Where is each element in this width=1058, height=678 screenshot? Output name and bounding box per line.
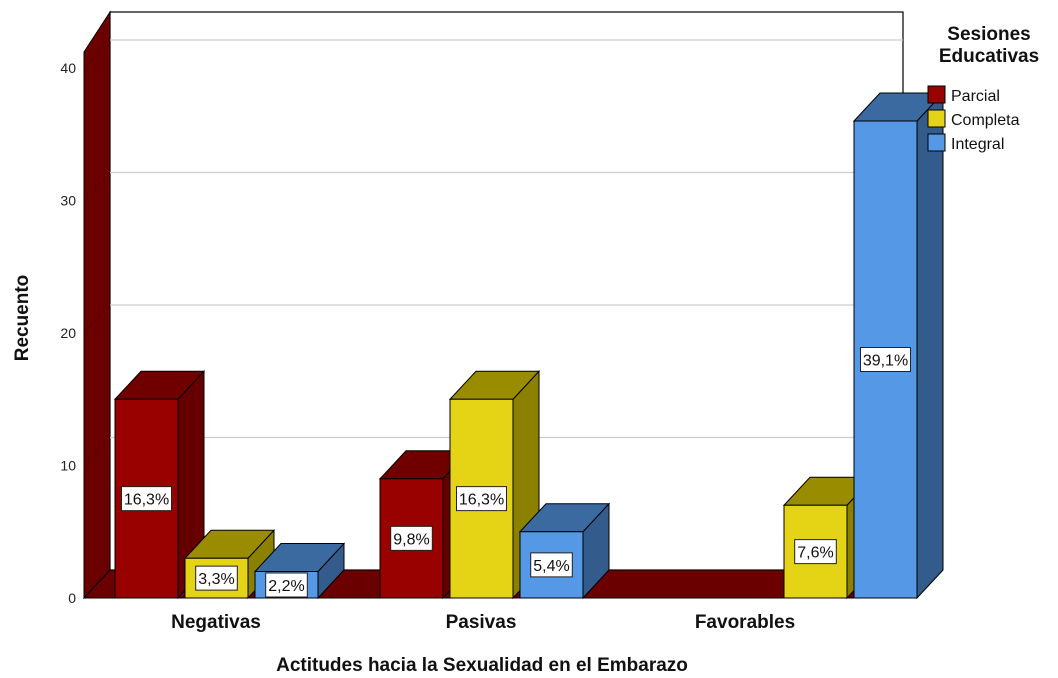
gridline-wall: [83, 304, 111, 334]
x-tick-label-favorables: Favorables: [695, 612, 795, 633]
legend-label: Parcial: [951, 88, 1000, 105]
legend-title: Educativas: [939, 46, 1039, 67]
legend-swatch: [927, 133, 946, 152]
data-label-box: [390, 525, 433, 551]
x-tick-label-negativas: Negativas: [171, 612, 261, 633]
y-tick-label: 0: [68, 590, 76, 606]
data-label-text: 9,8%: [393, 531, 429, 548]
gridlines: [83, 39, 903, 466]
data-label-box: [121, 486, 172, 512]
bar-integral-favorables: [852, 91, 945, 600]
data-label-box: [860, 347, 911, 372]
x-axis-title: Actitudes hacia la Sexualidad en el Emba…: [276, 655, 688, 676]
gridline-wall: [83, 172, 111, 201]
data-label-text: 16,3%: [459, 492, 504, 509]
data-labels: 16,3% 3,3% 2,2% 9,8% 16,3% 5,4% 7,6% 39,1%: [121, 347, 911, 598]
data-label-box: [794, 539, 837, 565]
data-label-box: [530, 552, 573, 578]
x-axis-categories: Negativas Pasivas Favorables: [171, 612, 795, 633]
data-label: 3,3%: [195, 565, 238, 591]
data-label-box: [195, 565, 238, 591]
data-label: 16,3%: [456, 486, 507, 512]
y-axis-title: Recuento: [12, 275, 33, 362]
gridline-wall: [83, 437, 111, 466]
legend-swatch: [927, 109, 946, 128]
y-tick-label: 30: [60, 193, 76, 209]
data-label: 16,3%: [121, 486, 172, 512]
data-label: 39,1%: [860, 347, 911, 372]
legend-label: Integral: [951, 136, 1004, 153]
x-tick-label-pasivas: Pasivas: [446, 612, 517, 633]
data-label-text: 3,3%: [198, 571, 234, 588]
data-label: 5,4%: [530, 552, 573, 578]
legend-title: Sesiones: [947, 24, 1030, 45]
legend-label: Completa: [951, 112, 1020, 129]
left-wall: [83, 10, 111, 600]
legend-item-completa: Completa: [927, 109, 1020, 129]
gridline-wall: [83, 39, 111, 69]
data-label: 2,2%: [265, 572, 308, 598]
y-axis-ticks: 0 10 20 30 40: [60, 60, 76, 606]
data-label-text: 2,2%: [268, 578, 304, 595]
bar-side: [916, 91, 944, 600]
data-label-box: [265, 572, 308, 598]
data-label-text: 5,4%: [533, 558, 569, 575]
legend-item-parcial: Parcial: [927, 85, 1000, 105]
data-label-text: 7,6%: [797, 545, 833, 562]
data-label: 9,8%: [390, 525, 433, 551]
y-tick-label: 10: [60, 458, 76, 474]
data-label-box: [456, 486, 507, 512]
data-label-text: 16,3%: [124, 492, 169, 509]
bar-integral-pasivas: [518, 502, 611, 600]
data-label-text: 39,1%: [863, 353, 908, 370]
legend-swatch: [927, 85, 946, 104]
y-tick-label: 20: [60, 325, 76, 341]
data-label: 7,6%: [794, 539, 837, 565]
y-tick-label: 40: [60, 60, 76, 76]
legend-item-integral: Integral: [927, 133, 1004, 153]
